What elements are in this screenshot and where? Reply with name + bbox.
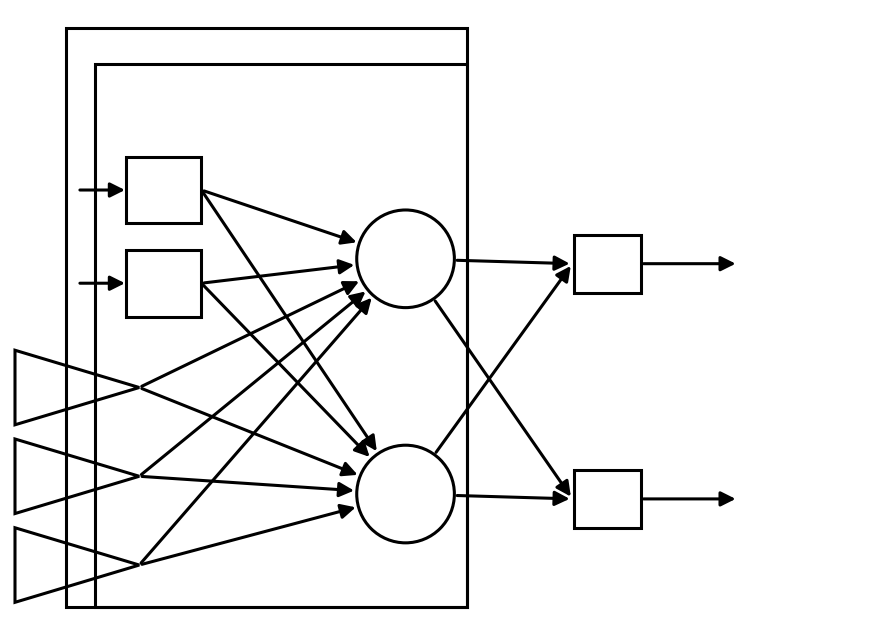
Bar: [574, 235, 641, 292]
Circle shape: [356, 445, 454, 543]
Bar: [574, 470, 641, 528]
Bar: [66, 28, 467, 607]
Bar: [126, 157, 201, 223]
Circle shape: [356, 210, 454, 308]
Bar: [94, 63, 467, 607]
Bar: [126, 250, 201, 316]
